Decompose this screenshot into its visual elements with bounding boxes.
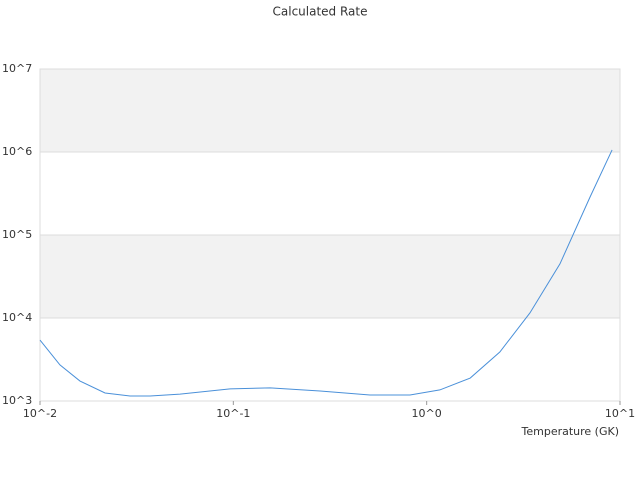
x-tick-label: 10^0	[412, 407, 442, 420]
data-line	[39, 149, 613, 397]
plot-frame	[39, 68, 621, 402]
x-tick-label: 10^-2	[23, 407, 57, 420]
chart-title: Calculated Rate	[273, 5, 368, 19]
y-tick-label: 10^3	[2, 394, 32, 407]
y-tick-label: 10^4	[2, 311, 32, 324]
y-tick-label: 10^6	[2, 145, 32, 158]
x-axis-label: Temperature (GK)	[521, 425, 620, 438]
grid-band	[40, 235, 620, 318]
y-tick-label: 10^5	[2, 228, 32, 241]
x-tick-label: 10^-1	[216, 407, 250, 420]
x-tick-label: 10^1	[605, 407, 635, 420]
grid-band	[40, 69, 620, 152]
y-tick-label: 10^7	[2, 62, 32, 75]
